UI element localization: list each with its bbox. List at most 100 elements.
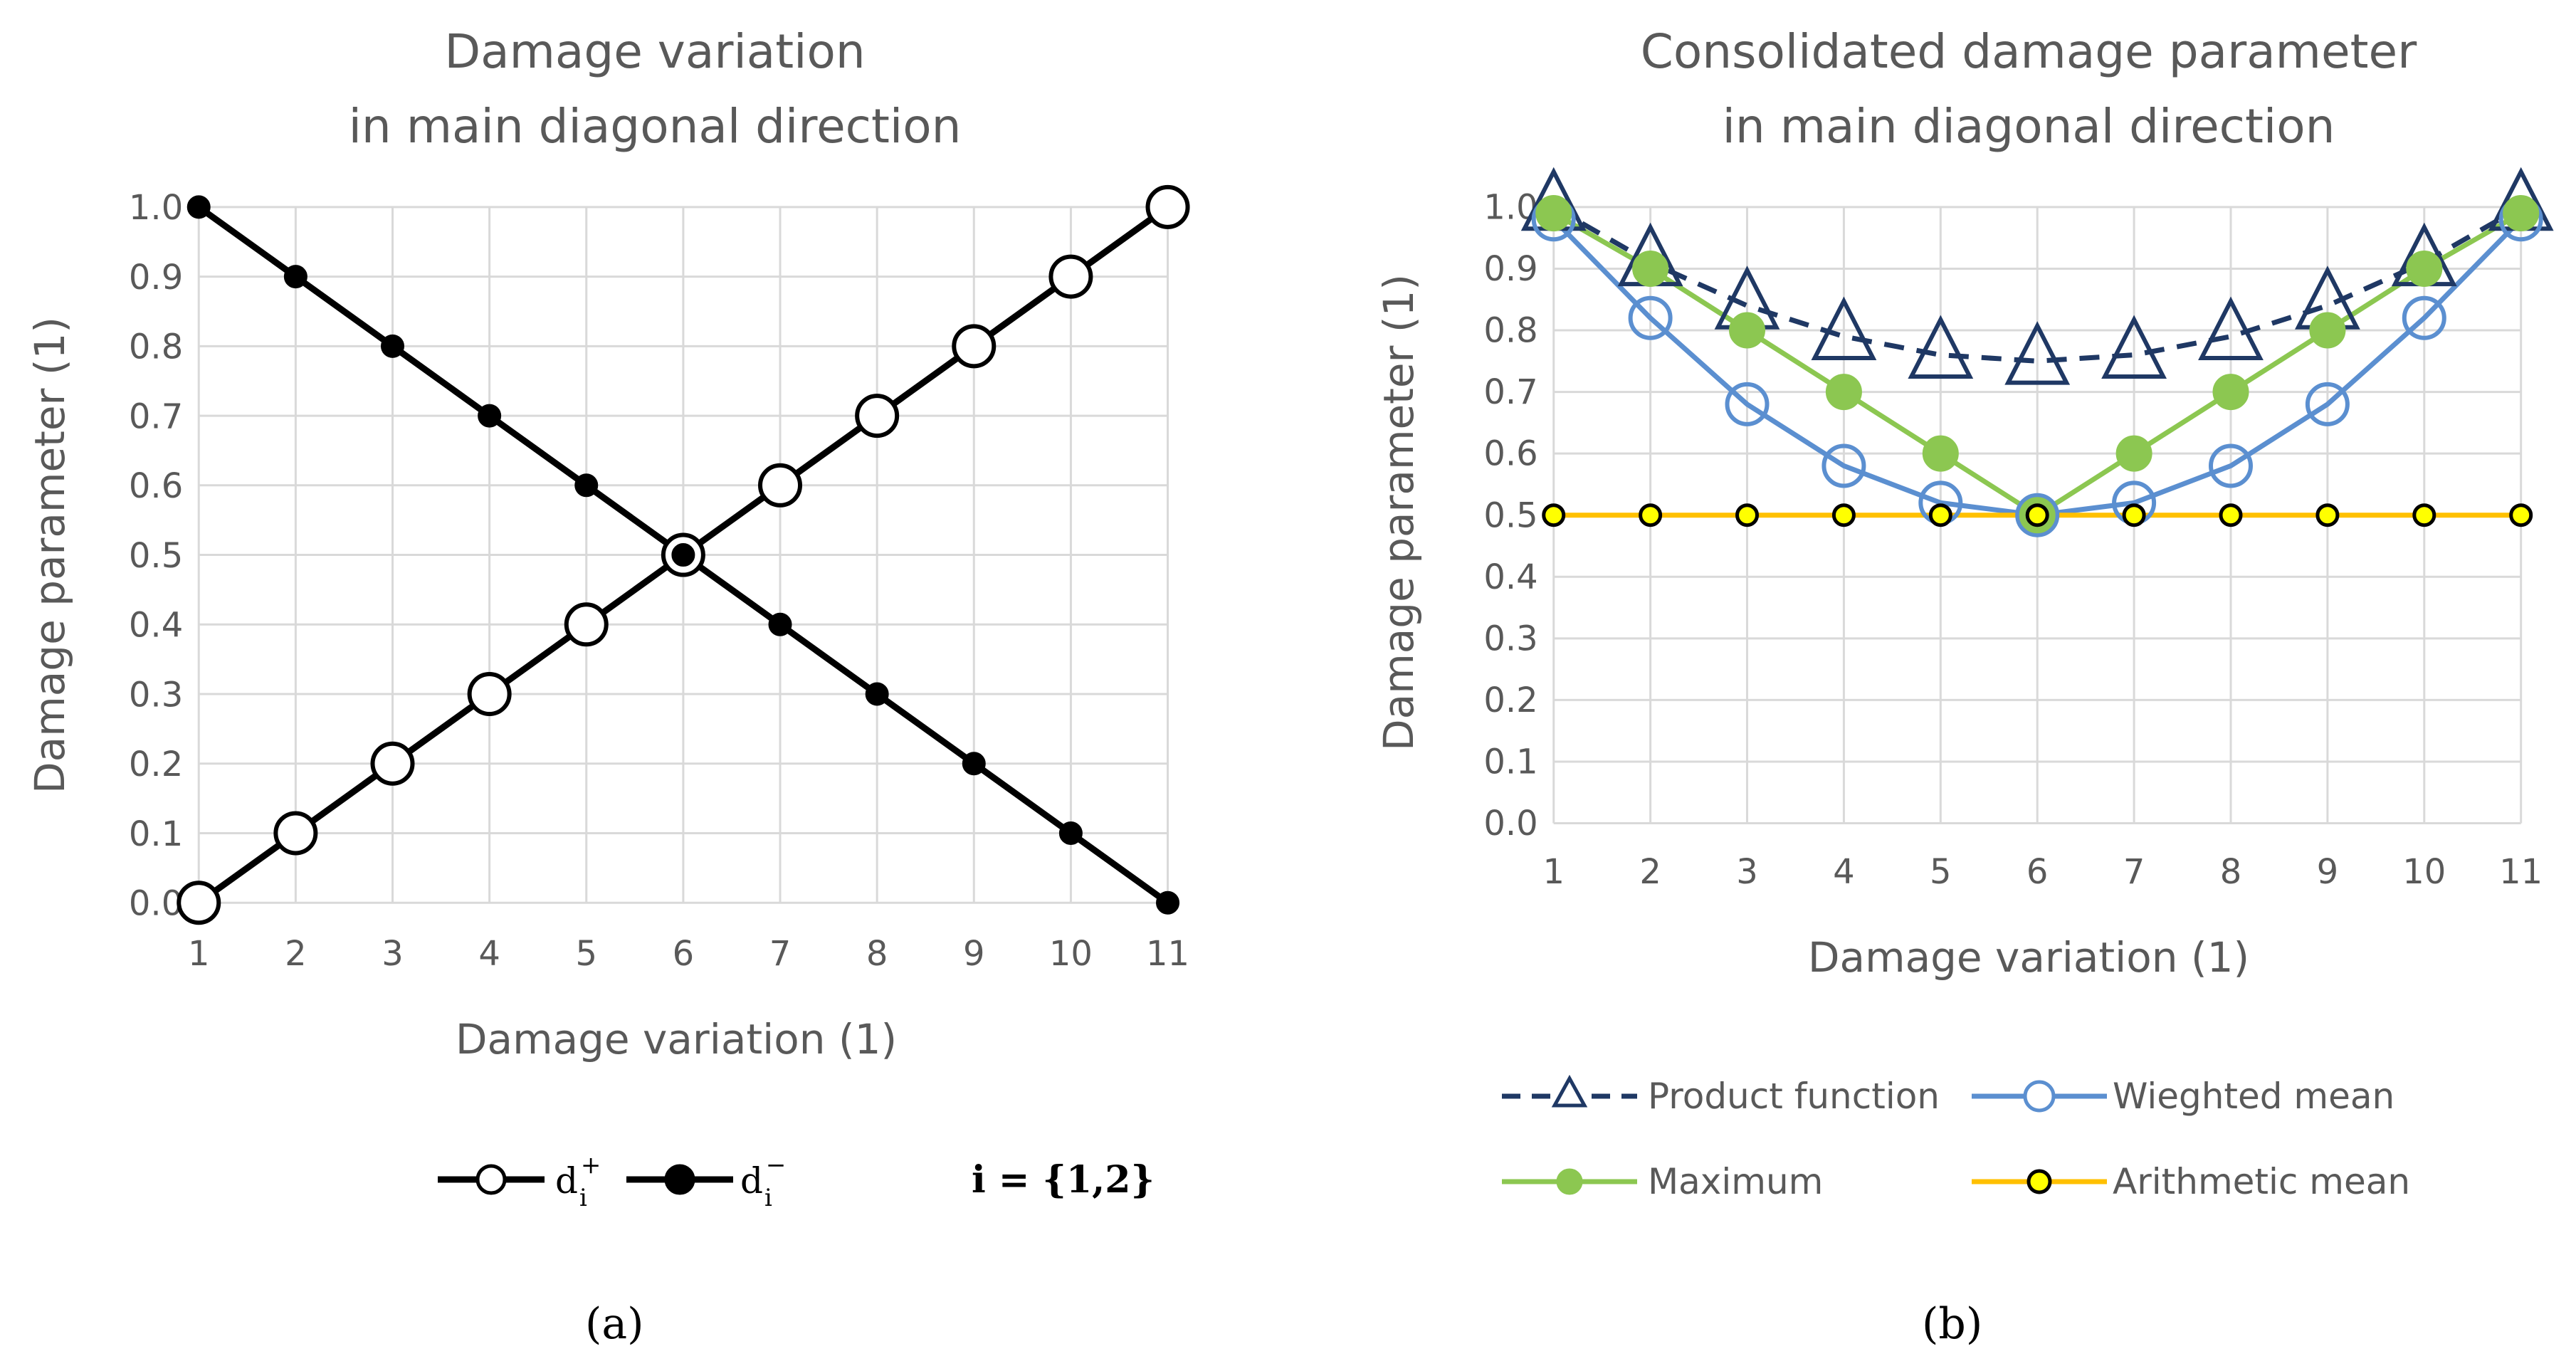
legend-weighted-label: Wieghted mean [2113, 1076, 2394, 1117]
chart-b-xtick-3: 4 [1833, 852, 1855, 892]
chart-a-xtick-5: 6 [673, 934, 695, 974]
chart-a-d-i-point-7 [758, 463, 803, 508]
chart-b-title-line-1: Consolidated damage parameter [1641, 24, 2417, 79]
chart-b-xtick-6: 7 [2123, 852, 2145, 892]
chart-b-maximum-point-2 [1632, 250, 1669, 287]
legend-item-maximum: Maximum [1502, 1161, 1823, 1202]
chart-b-xtick-4: 5 [1930, 852, 1952, 892]
chart-b-ytick-8: 0.8 [1483, 311, 1537, 351]
chart-b-maximum-point-4 [1825, 374, 1862, 411]
chart-a-d-i-point-3 [370, 741, 415, 786]
chart-a-xtick-2: 3 [382, 934, 404, 974]
chart-a-d-i-point-4 [467, 672, 512, 717]
chart-a-ytick-3: 0.3 [129, 675, 183, 715]
chart-b-wieghted-mean-point-8 [2209, 443, 2254, 488]
chart-b-wieghted-mean-point-10 [2402, 295, 2446, 340]
chart-b-wieghted-mean-point-4 [1821, 443, 1866, 488]
chart-a-xtick-0: 1 [188, 934, 210, 974]
chart-b-xtick-5: 6 [2026, 852, 2049, 892]
panel-b-label: (b) [1922, 1299, 1982, 1349]
chart-b-markers [1520, 167, 2554, 537]
legend-product-label: Product function [1648, 1076, 1940, 1117]
chart-b-legend: Product function Wieghted mean Maximum A… [1502, 1074, 2410, 1202]
legend-d-plus-marker [475, 1164, 507, 1195]
chart-a-d-i-point-1 [186, 195, 211, 219]
legend-maximum-marker [1556, 1168, 1583, 1195]
chart-a-ytick-4: 0.4 [129, 606, 183, 646]
chart-a-d-i-point-2 [273, 811, 318, 856]
legend-d-minus-sub: i [764, 1184, 772, 1212]
legend-product-marker [1551, 1074, 1588, 1108]
chart-a-ytick-6: 0.6 [129, 466, 183, 506]
chart-b-maximum-point-3 [1729, 312, 1766, 349]
legend-item-product-function: Product function [1502, 1074, 1940, 1117]
chart-b-ytick-5: 0.5 [1483, 495, 1537, 535]
chart-a-ytick-10: 1.0 [129, 188, 183, 228]
chart-b-maximum-point-9 [2309, 312, 2346, 349]
legend-d-minus-base: d [740, 1160, 763, 1202]
chart-b-ytick-9: 0.9 [1483, 249, 1537, 289]
chart-a-d-i-point-8 [865, 682, 889, 706]
chart-b-xtick-1: 2 [1639, 852, 1661, 892]
chart-a-xtick-7: 8 [866, 934, 888, 974]
chart-b-arithmetic-mean-point-2 [1639, 503, 1663, 527]
chart-b-product-function-line [1552, 204, 2523, 364]
legend-index-note: i = {1,2} [972, 1158, 1155, 1202]
chart-a-xtick-9: 10 [1049, 934, 1093, 974]
chart-a-y-ticks: 0.0 0.1 0.2 0.3 0.4 0.5 0.6 0.7 0.8 0.9 1.0 [129, 188, 183, 923]
chart-a-ytick-8: 0.8 [129, 327, 183, 367]
chart-a-legend: di+ di− i = {1,2} [438, 1151, 1155, 1212]
chart-b-arithmetic-mean-point-7 [2122, 503, 2146, 527]
chart-b-arithmetic-mean-point-9 [2315, 503, 2340, 527]
legend-item-weighted-mean: Wieghted mean [1972, 1076, 2394, 1117]
chart-a-ytick-9: 0.9 [129, 258, 183, 298]
chart-b-y-axis-label: Damage parameter (1) [1374, 274, 1423, 751]
chart-b-maximum-point-8 [2212, 374, 2249, 411]
chart-a-d-i-point-3 [380, 334, 404, 358]
chart-b-product-function-point-7 [2101, 315, 2167, 379]
chart-a-d-i-point-5 [574, 473, 599, 498]
chart-b-ytick-4: 0.4 [1483, 557, 1537, 597]
chart-b-product-function-point-8 [2198, 296, 2264, 361]
chart-b-arithmetic-mean-point-5 [1928, 503, 1952, 527]
chart-a-title-line-1: Damage variation [444, 24, 865, 79]
chart-a-d-i-point-10 [1058, 821, 1083, 845]
legend-d-minus-label: di − [740, 1151, 786, 1212]
chart-a-d-i-point-4 [478, 404, 502, 428]
legend-d-minus-marker [664, 1164, 695, 1195]
chart-b-ytick-7: 0.7 [1483, 372, 1537, 412]
chart-b-maximum-point-7 [2115, 435, 2152, 472]
chart-b-xtick-8: 9 [2317, 852, 2339, 892]
chart-b-ytick-6: 0.6 [1483, 434, 1537, 474]
chart-a-xtick-4: 5 [575, 934, 597, 974]
legend-arithmetic-label: Arithmetic mean [2113, 1161, 2410, 1202]
chart-a-d-i-point-5 [564, 602, 609, 647]
chart-b-x-axis-label: Damage variation (1) [1808, 933, 2249, 982]
legend-arithmetic-marker [2026, 1169, 2052, 1194]
chart-a-y-axis-label: Damage parameter (1) [26, 317, 74, 794]
chart-a-xtick-1: 2 [285, 934, 307, 974]
chart-b-y-ticks: 0.00.10.20.30.40.50.60.70.80.91.0 [1483, 187, 1537, 844]
legend-item-d-plus: di + [438, 1151, 601, 1212]
chart-b-arithmetic-mean-point-8 [2219, 503, 2243, 527]
chart-b-product-function-point-6 [2004, 321, 2071, 385]
chart-b-arithmetic-mean-point-4 [1831, 503, 1856, 527]
chart-b-arithmetic-mean-point-11 [2509, 503, 2533, 527]
legend-item-d-minus: di − [626, 1151, 786, 1212]
chart-b-wieghted-mean-point-9 [2305, 382, 2350, 426]
chart-a-x-ticks: 1 2 3 4 5 6 7 8 9 10 11 [188, 934, 1189, 974]
chart-a-d-i-point-11 [1156, 890, 1180, 915]
chart-b-maximum-point-10 [2406, 250, 2443, 287]
chart-a-xtick-3: 4 [478, 934, 500, 974]
legend-item-arithmetic-mean: Arithmetic mean [1972, 1161, 2410, 1202]
legend-d-plus-sub: i [579, 1184, 587, 1212]
chart-a-d-i-point-11 [1145, 184, 1190, 229]
chart-a-title-line-2: in main diagonal direction [349, 99, 962, 154]
chart-b-wieghted-mean-point-6 [2015, 493, 2060, 537]
legend-d-minus-sup: − [766, 1151, 787, 1180]
chart-a-ytick-2: 0.2 [129, 745, 183, 784]
legend-d-plus-sup: + [581, 1151, 601, 1180]
chart-b-ytick-0: 0.0 [1483, 804, 1537, 844]
chart-a-d-i-point-7 [768, 612, 792, 636]
